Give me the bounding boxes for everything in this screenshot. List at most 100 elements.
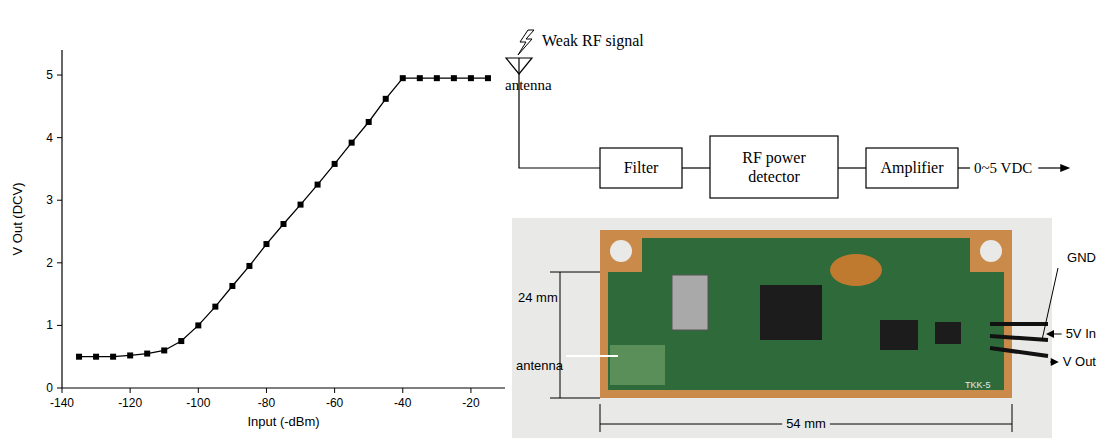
board-photo: TKK-524 mmantenna54 mmGND5V InV Out (512, 218, 1096, 438)
y-axis (61, 50, 62, 388)
x-tick-label: -40 (394, 396, 412, 410)
plot-area (76, 75, 491, 360)
mount-hole (610, 240, 632, 262)
chart: -140-120-100-80-60-40-20012345Input (-dB… (10, 50, 505, 429)
block-label: Filter (624, 159, 659, 176)
data-point (127, 352, 133, 358)
data-point (298, 202, 304, 208)
antenna-photo-label: antenna (516, 358, 564, 373)
dim-tick (600, 404, 601, 432)
width-label: 54 mm (786, 416, 826, 431)
x-tick (130, 388, 131, 393)
antenna-icon (506, 58, 532, 74)
y-tick-label: 2 (46, 256, 53, 270)
x-tick-label: -140 (50, 396, 74, 410)
block-diagram: Weak RF signal antenna Filter RF powerdetec… (505, 30, 1070, 198)
y-tick (57, 200, 62, 201)
wire (838, 167, 866, 168)
y-tick (57, 325, 62, 326)
wire (519, 74, 600, 168)
antenna-lead (566, 355, 618, 357)
chip (880, 320, 918, 350)
data-point (468, 75, 474, 81)
x-tick-label: -60 (326, 396, 344, 410)
mount-pad (970, 230, 1012, 272)
dim-tick (550, 272, 600, 273)
block-label: Amplifier (880, 159, 944, 177)
arrow-head (1060, 164, 1070, 172)
y-tick (57, 75, 62, 76)
crystal (672, 275, 708, 330)
x-tick-label: -120 (118, 396, 142, 410)
height-label: 24 mm (518, 290, 558, 305)
lightning-icon (518, 30, 534, 55)
block-label-line: RF power (742, 149, 806, 167)
dim-tick (1012, 404, 1013, 432)
data-point (161, 347, 167, 353)
cable (990, 348, 1048, 356)
data-point (417, 75, 423, 81)
board (608, 238, 1004, 390)
data-point (383, 96, 389, 102)
data-point (110, 354, 116, 360)
y-tick-label: 0 (46, 381, 53, 395)
output-label: 0~5 VDC (974, 160, 1032, 176)
data-point (366, 119, 372, 125)
y-tick-label: 5 (46, 68, 53, 82)
y-tick-label: 3 (46, 193, 53, 207)
figure: -140-120-100-80-60-40-20012345Input (-dB… (0, 0, 1100, 443)
board-edge (600, 230, 1012, 398)
data-point (178, 338, 184, 344)
data-point (332, 161, 338, 167)
y-tick-label: 1 (46, 318, 53, 332)
data-point (229, 283, 235, 289)
label-patch (782, 416, 830, 431)
x-tick (62, 388, 63, 393)
signal-label: Weak RF signal (542, 32, 644, 50)
output-arrow (1038, 167, 1062, 168)
data-point (451, 75, 457, 81)
chip (935, 322, 961, 344)
wire (958, 167, 970, 168)
x-tick (266, 388, 267, 393)
data-point (485, 75, 491, 81)
data-point (195, 322, 201, 328)
arrow-head (1051, 358, 1059, 366)
x-axis-title: Input (-dBm) (247, 414, 319, 429)
pin-label: V Out (1063, 354, 1097, 369)
data-point (349, 140, 355, 146)
y-tick (57, 388, 62, 389)
mount-pad (600, 230, 642, 272)
x-tick-label: -20 (462, 396, 480, 410)
capacitor (830, 254, 882, 286)
x-tick (198, 388, 199, 393)
dim-tick (550, 398, 600, 399)
y-tick (57, 137, 62, 138)
arrow-head (1046, 330, 1054, 338)
cable (990, 336, 1048, 340)
rf-section (610, 345, 665, 385)
data-point (400, 75, 406, 81)
data-point (281, 221, 287, 227)
block-label-line: detector (748, 168, 800, 185)
y-tick-label: 4 (46, 131, 53, 145)
data-point (263, 241, 269, 247)
antenna-label: antenna (505, 77, 552, 93)
data-point (315, 182, 321, 188)
antenna-mast (518, 58, 519, 74)
data-point (76, 354, 82, 360)
wire (682, 167, 710, 168)
data-point (434, 75, 440, 81)
x-tick (470, 388, 471, 393)
x-tick-label: -100 (186, 396, 210, 410)
x-axis (62, 387, 505, 388)
chip (760, 285, 822, 340)
y-axis-title: V Out (DCV) (10, 183, 25, 256)
board-label: TKK-5 (965, 380, 991, 390)
data-line (79, 78, 488, 357)
data-point (144, 351, 150, 357)
dim-line (560, 272, 561, 398)
y-tick (57, 262, 62, 263)
block-box (866, 148, 958, 188)
block-label: RF powerdetector (742, 149, 806, 185)
